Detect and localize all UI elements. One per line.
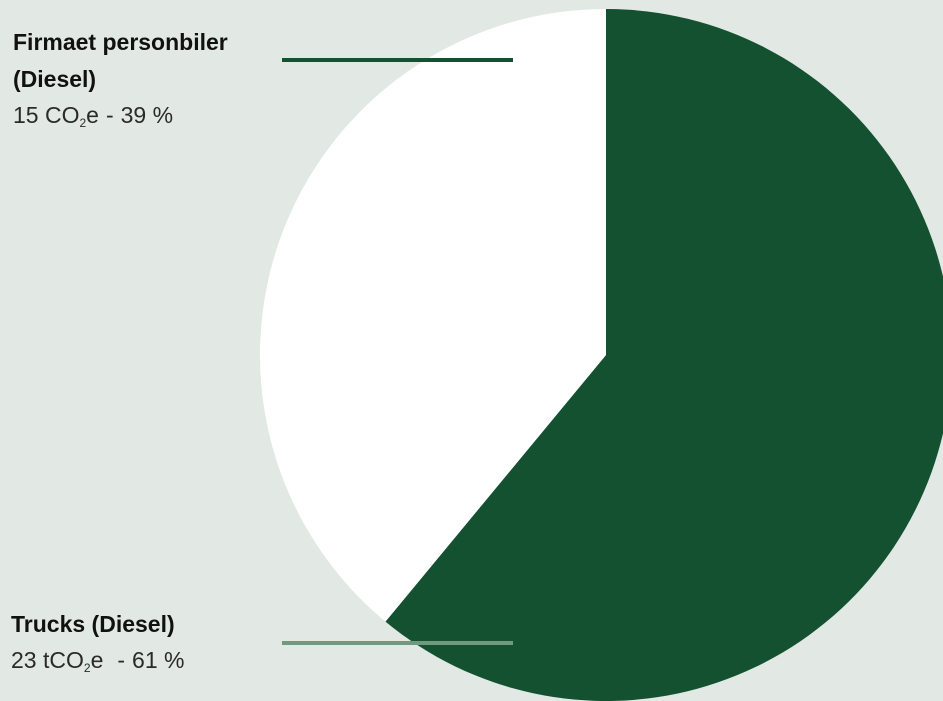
- separator: -: [105, 102, 114, 128]
- unit-sub: 2: [79, 116, 87, 130]
- separator: -: [117, 647, 126, 673]
- value-trucks: 23: [11, 647, 37, 673]
- label-car: Firmaet personbiler (Diesel) 15 CO2e -39 …: [13, 24, 278, 138]
- percent-car: 39 %: [120, 102, 174, 128]
- label-trucks-name: Trucks (Diesel): [11, 611, 175, 637]
- unit-prefix-trucks: t: [42, 647, 50, 673]
- label-car-name-line1: Firmaet personbiler: [13, 29, 228, 55]
- label-car-name: Firmaet personbiler (Diesel): [13, 24, 278, 98]
- label-trucks-value: 23 tCO2e -61 %: [11, 645, 276, 683]
- unit-e: e: [86, 102, 99, 128]
- pie-slices: [260, 9, 943, 701]
- label-trucks: Trucks (Diesel) 23 tCO2e -61 %: [11, 606, 276, 683]
- unit-co: CO: [44, 102, 80, 128]
- label-car-value: 15 CO2e -39 %: [13, 100, 278, 138]
- pie-slice-trucks: [385, 9, 943, 701]
- unit-sub: 2: [83, 661, 91, 675]
- label-car-name-line2: (Diesel): [13, 66, 97, 92]
- unit-e: e: [90, 647, 104, 673]
- percent-trucks: 61 %: [132, 647, 185, 673]
- value-car: 15: [13, 102, 39, 128]
- unit-co: CO: [49, 647, 84, 673]
- pie-slice-car: [260, 9, 606, 622]
